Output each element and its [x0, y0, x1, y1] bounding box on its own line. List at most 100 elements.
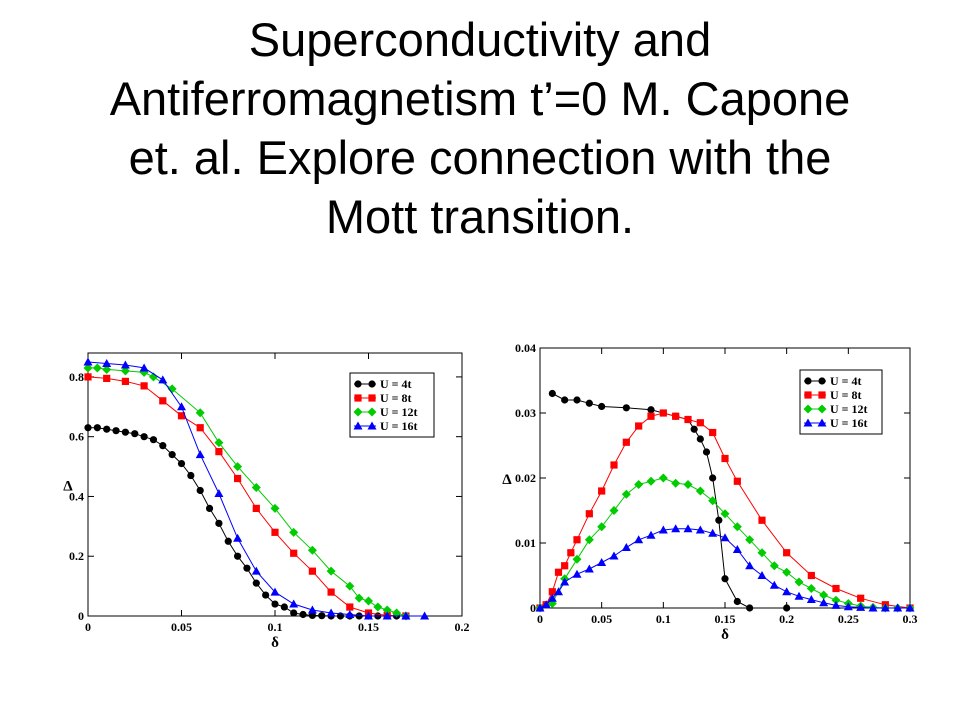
- data-point: [270, 587, 280, 596]
- data-point: [364, 596, 373, 606]
- data-point: [609, 506, 619, 515]
- series-u-16t: [535, 524, 915, 612]
- data-point: [584, 564, 594, 573]
- data-point: [215, 519, 223, 527]
- data-point: [720, 533, 730, 542]
- x-tick-label: 0.25: [838, 612, 859, 626]
- data-point: [234, 552, 242, 560]
- legend-marker: [367, 407, 377, 417]
- series-u-16t: [83, 357, 430, 620]
- data-point: [567, 549, 575, 557]
- data-point: [696, 419, 704, 427]
- data-point: [148, 372, 158, 382]
- data-point: [214, 488, 224, 497]
- data-point: [290, 549, 298, 557]
- data-point: [622, 404, 630, 412]
- legend-marker: [368, 394, 376, 402]
- x-tick-label: 0.1: [268, 620, 283, 634]
- data-point: [554, 587, 563, 596]
- x-tick-label: 0.05: [171, 620, 192, 634]
- data-point: [251, 566, 261, 575]
- data-point: [205, 504, 214, 513]
- data-point: [187, 471, 195, 480]
- x-tick-label: 0.2: [455, 620, 470, 634]
- data-point: [364, 611, 373, 620]
- data-point: [83, 363, 93, 373]
- data-point: [598, 402, 606, 411]
- legend-marker: [354, 380, 362, 388]
- data-point: [621, 543, 631, 552]
- data-point: [84, 424, 92, 432]
- x-tick-label: 0.15: [715, 612, 736, 626]
- data-point: [794, 591, 804, 600]
- data-point: [819, 590, 829, 600]
- data-point: [832, 584, 840, 593]
- data-point: [683, 480, 693, 489]
- x-tick-label: 0.05: [591, 612, 612, 626]
- data-point: [93, 424, 101, 432]
- data-point: [140, 382, 148, 390]
- data-point: [548, 588, 556, 596]
- data-point: [120, 366, 130, 376]
- data-point: [857, 594, 865, 602]
- data-point: [658, 525, 668, 534]
- title-line: Mott transition.: [325, 190, 635, 243]
- data-point: [561, 562, 569, 570]
- data-point: [224, 537, 232, 545]
- data-point: [622, 438, 630, 446]
- data-point: [121, 428, 129, 436]
- data-point: [573, 396, 581, 404]
- data-point: [280, 603, 288, 611]
- data-point: [868, 603, 878, 612]
- data-point: [131, 430, 139, 438]
- data-point: [233, 462, 243, 472]
- data-point: [782, 567, 792, 577]
- data-point: [83, 357, 93, 366]
- data-point: [270, 503, 280, 513]
- data-point: [326, 608, 336, 617]
- chart-right: 0 0.05 0.1 0.15 0.2 0.25 0.3 0 0.01 0.02 0.03 0.04 δ…: [502, 341, 917, 643]
- data-point: [289, 599, 299, 608]
- legend-entry: U = 16t: [380, 419, 418, 433]
- data-point: [420, 611, 430, 620]
- data-point: [262, 591, 270, 599]
- x-axis-label: δ: [271, 635, 279, 651]
- data-point: [733, 597, 741, 606]
- data-point: [355, 612, 363, 620]
- data-point: [102, 358, 112, 367]
- data-point: [158, 375, 168, 384]
- data-point: [234, 474, 242, 483]
- data-point: [354, 593, 364, 603]
- data-point: [392, 608, 402, 618]
- legend-marker: [817, 404, 827, 414]
- data-point: [598, 487, 606, 495]
- data-point: [121, 377, 129, 385]
- data-point: [708, 528, 718, 537]
- series-line: [88, 367, 407, 617]
- y-tick-label: 0.02: [515, 471, 536, 485]
- data-point: [757, 571, 767, 579]
- data-point: [112, 427, 120, 435]
- data-point: [769, 580, 779, 589]
- data-point: [159, 442, 167, 450]
- data-point: [757, 548, 767, 558]
- data-point: [327, 588, 335, 596]
- x-tick-label: 0.1: [656, 612, 671, 626]
- data-point: [159, 397, 167, 405]
- data-point: [243, 564, 251, 572]
- data-point: [196, 424, 204, 432]
- data-point: [831, 600, 841, 609]
- data-point: [345, 581, 355, 591]
- data-point: [733, 477, 741, 485]
- data-point: [177, 402, 186, 411]
- data-point: [783, 549, 791, 557]
- legend-entry: U = 8t: [380, 391, 412, 405]
- data-point: [807, 571, 815, 580]
- data-point: [233, 533, 243, 542]
- data-point: [585, 510, 593, 518]
- data-point: [572, 569, 582, 578]
- data-point: [647, 406, 655, 414]
- data-point: [856, 602, 866, 611]
